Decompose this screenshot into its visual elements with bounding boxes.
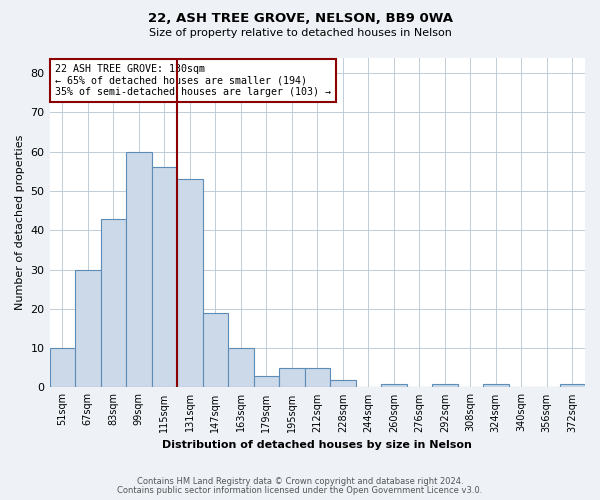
Bar <box>432 384 458 388</box>
Bar <box>228 348 254 388</box>
Text: Contains HM Land Registry data © Crown copyright and database right 2024.: Contains HM Land Registry data © Crown c… <box>137 477 463 486</box>
Bar <box>483 384 509 388</box>
Text: 22 ASH TREE GROVE: 130sqm
← 65% of detached houses are smaller (194)
35% of semi: 22 ASH TREE GROVE: 130sqm ← 65% of detac… <box>55 64 331 98</box>
Bar <box>177 180 203 388</box>
Bar <box>75 270 101 388</box>
Bar <box>50 348 75 388</box>
Bar <box>203 313 228 388</box>
Text: Contains public sector information licensed under the Open Government Licence v3: Contains public sector information licen… <box>118 486 482 495</box>
Bar <box>381 384 407 388</box>
Text: Size of property relative to detached houses in Nelson: Size of property relative to detached ho… <box>149 28 451 38</box>
Bar <box>152 168 177 388</box>
Bar <box>305 368 330 388</box>
Text: 22, ASH TREE GROVE, NELSON, BB9 0WA: 22, ASH TREE GROVE, NELSON, BB9 0WA <box>148 12 452 26</box>
Bar <box>126 152 152 388</box>
X-axis label: Distribution of detached houses by size in Nelson: Distribution of detached houses by size … <box>163 440 472 450</box>
Bar <box>254 376 279 388</box>
Bar <box>330 380 356 388</box>
Bar <box>560 384 585 388</box>
Y-axis label: Number of detached properties: Number of detached properties <box>15 135 25 310</box>
Bar <box>101 218 126 388</box>
Bar <box>279 368 305 388</box>
